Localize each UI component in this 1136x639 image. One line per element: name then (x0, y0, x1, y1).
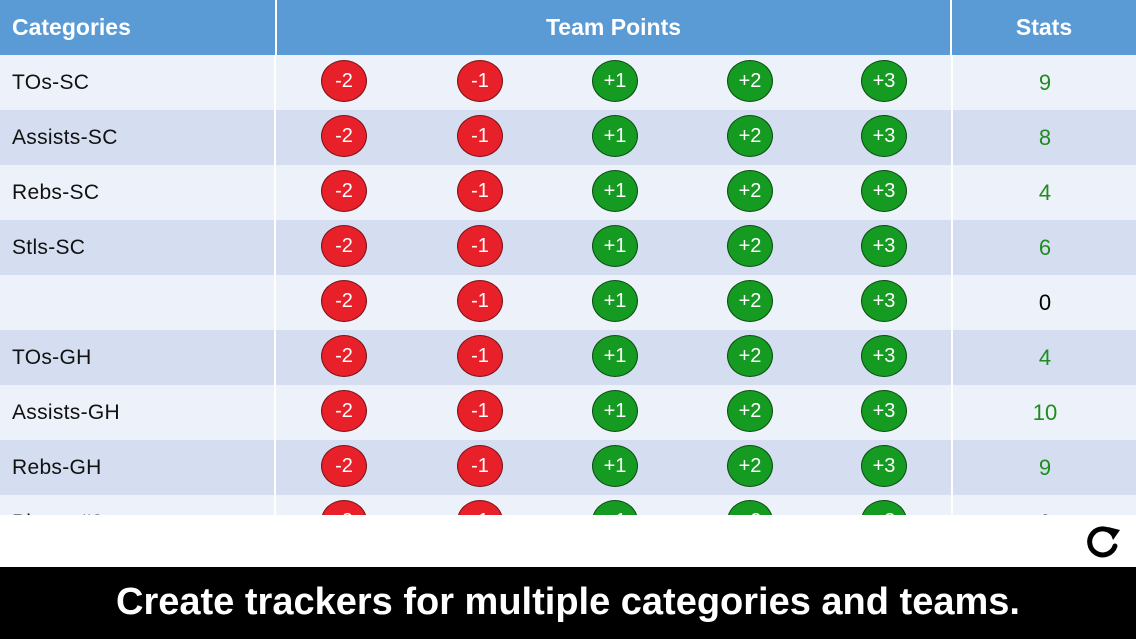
minus-2-button[interactable]: -2 (321, 115, 367, 157)
plus-1-button[interactable]: +1 (592, 280, 638, 322)
plus-3-button[interactable]: +3 (861, 280, 907, 322)
stat-value: 8 (1038, 125, 1052, 150)
category-label: Assists-GH (12, 401, 120, 424)
table-row: Assists-SC -2 -1 +1 +2 +3 8 (0, 110, 1136, 165)
table-row: Assists-GH -2 -1 +1 +2 +3 10 (0, 385, 1136, 440)
category-label: TOs-SC (12, 71, 90, 94)
stat-value: 4 (1038, 180, 1052, 205)
column-divider (274, 330, 276, 385)
plus-1-button[interactable]: +1 (592, 390, 638, 432)
minus-1-button[interactable]: -1 (457, 500, 503, 515)
tracker-table[interactable]: TOs-SC -2 -1 +1 +2 +3 9 Assists-SC -2 -1 +1 +2 +3 8 Re… (0, 55, 1136, 515)
plus-1-button[interactable]: +1 (592, 335, 638, 377)
category-label: Rebs-GH (12, 456, 102, 479)
category-label: Player #3 (12, 495, 103, 515)
plus-3-button[interactable]: +3 (861, 445, 907, 487)
plus-1-button[interactable]: +1 (592, 115, 638, 157)
column-divider (951, 385, 953, 440)
minus-2-button[interactable]: -2 (321, 225, 367, 267)
category-label: Assists-SC (12, 126, 118, 149)
header-categories: Categories (12, 14, 131, 40)
plus-1-button[interactable]: +1 (592, 445, 638, 487)
refresh-icon[interactable] (1080, 524, 1124, 560)
minus-2-button[interactable]: -2 (321, 500, 367, 515)
minus-2-button[interactable]: -2 (321, 280, 367, 322)
column-divider (274, 165, 276, 220)
table-row: Stls-SC -2 -1 +1 +2 +3 6 (0, 220, 1136, 275)
table-row: TOs-SC -2 -1 +1 +2 +3 9 (0, 55, 1136, 110)
caption-banner: Create trackers for multiple categories … (0, 567, 1136, 639)
table-row: Player #3 -2 -1 +1 +2 +3 6 (0, 495, 1136, 515)
column-divider (274, 110, 276, 165)
plus-1-button[interactable]: +1 (592, 225, 638, 267)
table-row: Rebs-GH -2 -1 +1 +2 +3 9 (0, 440, 1136, 495)
plus-3-button[interactable]: +3 (861, 60, 907, 102)
table-row: -2 -1 +1 +2 +3 0 (0, 275, 1136, 330)
header-stats: Stats (1015, 14, 1073, 40)
column-divider (274, 55, 276, 110)
minus-1-button[interactable]: -1 (457, 280, 503, 322)
plus-1-button[interactable]: +1 (592, 60, 638, 102)
column-divider (274, 440, 276, 495)
column-divider (951, 275, 953, 330)
plus-3-button[interactable]: +3 (861, 390, 907, 432)
table-row: Rebs-SC -2 -1 +1 +2 +3 4 (0, 165, 1136, 220)
column-divider (274, 275, 276, 330)
plus-2-button[interactable]: +2 (727, 335, 773, 377)
stat-value: 0 (1038, 290, 1052, 315)
minus-1-button[interactable]: -1 (457, 225, 503, 267)
column-divider (951, 495, 953, 515)
plus-2-button[interactable]: +2 (727, 115, 773, 157)
minus-2-button[interactable]: -2 (321, 170, 367, 212)
column-divider (274, 495, 276, 515)
minus-1-button[interactable]: -1 (457, 60, 503, 102)
column-divider (951, 110, 953, 165)
plus-2-button[interactable]: +2 (727, 500, 773, 515)
minus-1-button[interactable]: -1 (457, 170, 503, 212)
stat-value: 9 (1038, 455, 1052, 480)
category-label: Stls-SC (12, 236, 86, 259)
column-divider (951, 55, 953, 110)
plus-1-button[interactable]: +1 (592, 170, 638, 212)
minus-1-button[interactable]: -1 (457, 390, 503, 432)
plus-2-button[interactable]: +2 (727, 280, 773, 322)
minus-2-button[interactable]: -2 (321, 335, 367, 377)
plus-2-button[interactable]: +2 (727, 225, 773, 267)
plus-1-button[interactable]: +1 (592, 500, 638, 515)
minus-1-button[interactable]: -1 (457, 115, 503, 157)
plus-2-button[interactable]: +2 (727, 390, 773, 432)
column-divider (951, 220, 953, 275)
minus-2-button[interactable]: -2 (321, 445, 367, 487)
stat-value: 10 (1032, 400, 1058, 425)
column-divider (951, 440, 953, 495)
minus-1-button[interactable]: -1 (457, 445, 503, 487)
table-row: TOs-GH -2 -1 +1 +2 +3 4 (0, 330, 1136, 385)
plus-3-button[interactable]: +3 (861, 115, 907, 157)
minus-1-button[interactable]: -1 (457, 335, 503, 377)
stat-value: 4 (1038, 345, 1052, 370)
plus-3-button[interactable]: +3 (861, 225, 907, 267)
column-divider (274, 385, 276, 440)
column-divider (274, 220, 276, 275)
stat-value: 6 (1038, 235, 1052, 260)
header-team-points: Team Points (275, 0, 952, 55)
plus-3-button[interactable]: +3 (861, 335, 907, 377)
plus-3-button[interactable]: +3 (861, 500, 907, 515)
category-label: TOs-GH (12, 346, 92, 369)
table-header: Categories Team Points Stats (0, 0, 1136, 55)
plus-2-button[interactable]: +2 (727, 60, 773, 102)
plus-3-button[interactable]: +3 (861, 170, 907, 212)
column-divider (951, 165, 953, 220)
column-divider (951, 330, 953, 385)
minus-2-button[interactable]: -2 (321, 390, 367, 432)
stat-value: 9 (1038, 70, 1052, 95)
stat-value: 6 (954, 495, 1136, 515)
category-label: Rebs-SC (12, 181, 100, 204)
plus-2-button[interactable]: +2 (727, 445, 773, 487)
plus-2-button[interactable]: +2 (727, 170, 773, 212)
minus-2-button[interactable]: -2 (321, 60, 367, 102)
